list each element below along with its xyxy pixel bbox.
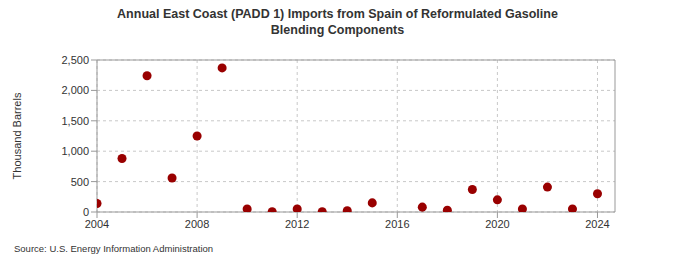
svg-text:500: 500 [71,176,89,188]
svg-text:Thousand Barrels: Thousand Barrels [11,92,23,179]
svg-text:2016: 2016 [385,218,409,230]
html-text:Annual East Coast (PADD 1) Imp: Annual East Coast (PADD 1) Imports from … [117,7,558,37]
svg-text:2020: 2020 [485,218,509,230]
html-text:Source: U.S. Energy Informatio: Source: U.S. Energy Information Administ… [14,243,214,254]
svg-text:2012: 2012 [285,218,309,230]
svg-text:1,000: 1,000 [61,145,89,157]
svg-text:2024: 2024 [585,218,609,230]
svg-text:2,000: 2,000 [61,84,89,96]
svg-text:1,500: 1,500 [61,115,89,127]
svg-text:2004: 2004 [85,218,109,230]
svg-text:0: 0 [83,206,89,218]
svg-text:2008: 2008 [185,218,209,230]
svg-text:2,500: 2,500 [61,54,89,66]
